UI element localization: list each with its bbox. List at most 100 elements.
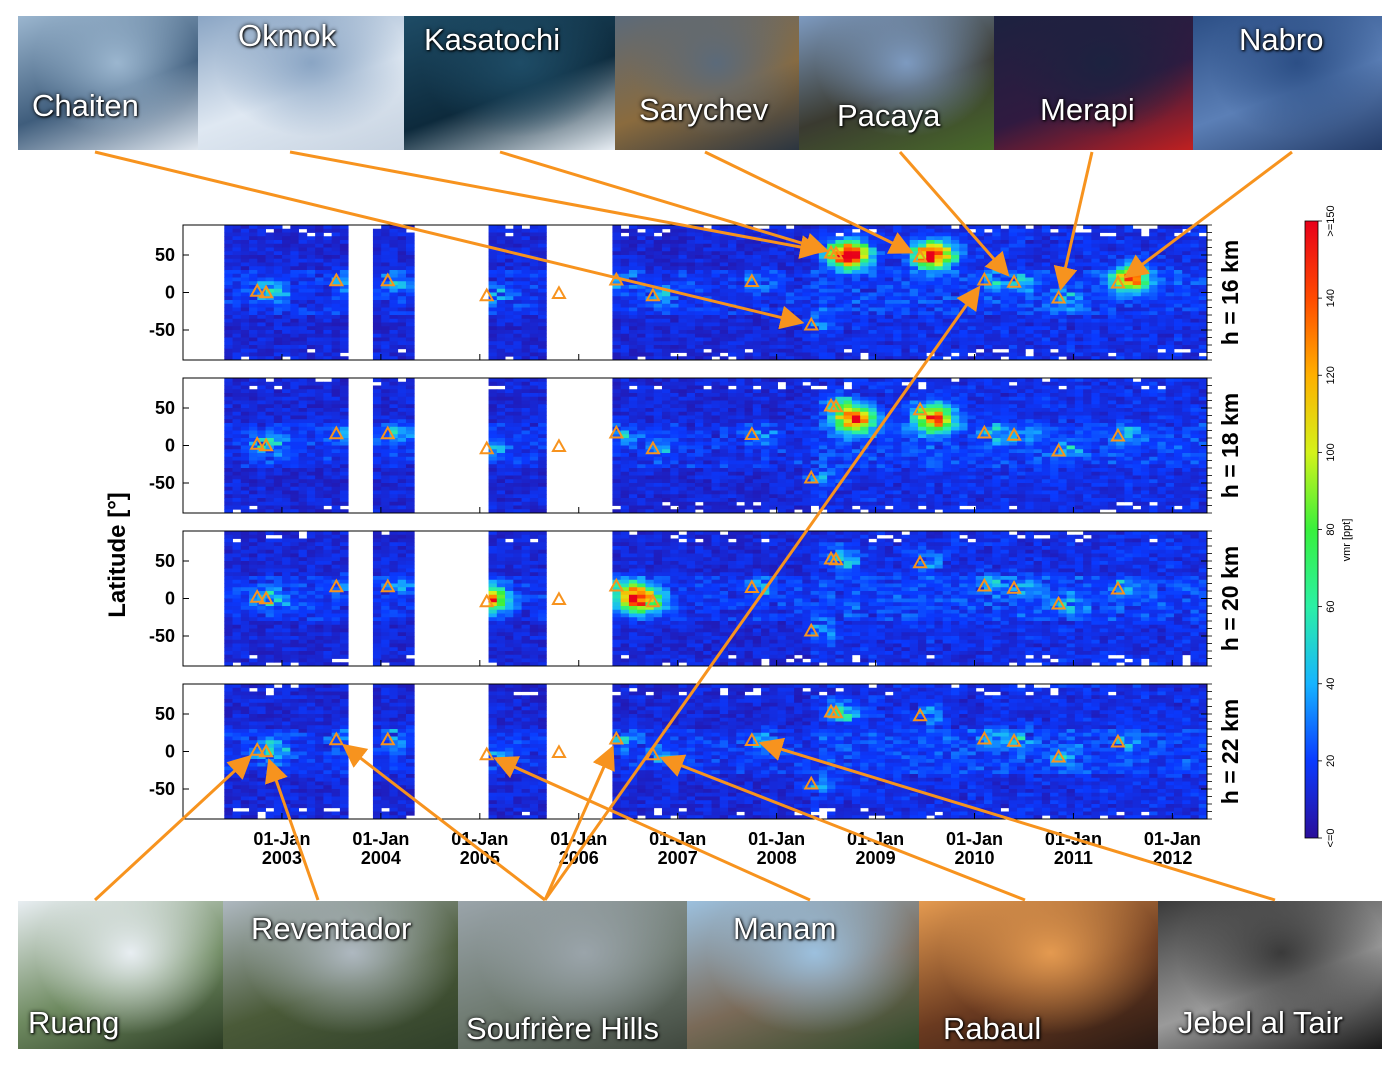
heatmap-cell [686,307,696,312]
heatmap-cell [372,378,382,383]
heatmap-cell [686,475,696,480]
heatmap-cell [1107,236,1117,241]
heatmap-cell [232,479,242,484]
heatmap-cell [1074,266,1084,271]
heatmap-cell [761,288,770,293]
heatmap-cell [265,311,275,316]
heatmap-cell [628,292,638,297]
heatmap-cell [1050,262,1059,267]
heatmap-cell [240,456,250,461]
heatmap-cell [728,236,737,241]
heatmap-cell [744,318,754,323]
heatmap-cell [505,348,514,353]
heatmap-cell [736,311,745,316]
heatmap-cell [521,471,531,476]
heatmap-cell [257,356,266,361]
heatmap-cell [703,505,712,510]
heatmap-cell [538,240,547,245]
heatmap-cell [637,393,646,398]
heatmap-cell [678,251,688,256]
heatmap-cell [653,453,663,458]
heatmap-cell [695,393,704,398]
heatmap-cell [232,251,242,256]
heatmap-cell [1198,258,1208,263]
heatmap-cell [257,258,266,263]
heatmap-cell [282,426,291,431]
heatmap-cell [505,389,514,394]
heatmap-cell [984,352,993,357]
heatmap-cell [505,501,514,506]
heatmap-cell [1157,292,1167,297]
heatmap-cell [719,426,729,431]
heatmap-cell [1132,307,1142,312]
heatmap-cell [711,326,721,331]
heatmap-cell [984,315,993,320]
heatmap-cell [794,273,803,278]
heatmap-cell [315,434,324,439]
heatmap-cell [1190,292,1200,297]
photo-label: Jebel al Tair [1178,1005,1343,1040]
heatmap-cell [876,266,886,271]
heatmap-cell [257,255,266,260]
heatmap-cell [942,266,952,271]
heatmap-cell [637,460,646,465]
heatmap-cell [670,292,679,297]
heatmap-cell [1173,333,1183,338]
heatmap-cell [1149,247,1158,252]
heatmap-cell [628,396,638,401]
heatmap-cell [240,341,250,346]
heatmap-cell [224,296,233,301]
heatmap-cell [224,240,233,245]
heatmap-cell [282,441,291,446]
heatmap-cell [769,356,778,361]
heatmap-cell [1017,333,1026,338]
heatmap-cell [752,262,762,267]
heatmap-cell [282,445,291,450]
heatmap-cell [620,300,630,305]
heatmap-cell [637,307,646,312]
heatmap-cell [1140,281,1150,286]
heatmap-cell [628,505,638,510]
heatmap-cell [1124,262,1134,267]
heatmap-cell [992,281,1001,286]
heatmap-cell [496,419,506,424]
heatmap-cell [1124,348,1134,353]
heatmap-cell [653,240,663,245]
heatmap-cell [1173,243,1183,248]
heatmap-cell [1074,247,1084,252]
heatmap-cell [273,326,283,331]
heatmap-cell [818,318,828,323]
heatmap-cell [1116,322,1125,327]
heatmap-cell [1025,345,1034,350]
heatmap-cell [513,236,522,241]
heatmap-cell [1116,300,1125,305]
heatmap-cell [521,505,531,510]
heatmap-cell [397,300,407,305]
heatmap-cell [1149,300,1158,305]
heatmap-cell [1140,300,1150,305]
heatmap-cell [645,430,655,435]
heatmap-cell [505,441,514,446]
heatmap-cell [876,270,886,275]
heatmap-cell [1132,330,1142,335]
heatmap-cell [868,243,878,248]
heatmap-cell [505,430,514,435]
heatmap-cell [1099,315,1109,320]
heatmap-cell [884,258,894,263]
heatmap-cell [686,345,696,350]
heatmap-cell [505,509,514,514]
heatmap-cell [686,408,696,413]
heatmap-cell [529,393,539,398]
heatmap-cell [612,228,622,233]
heatmap-cell [785,228,795,233]
heatmap-cell [637,430,646,435]
heatmap-cell [397,341,407,346]
heatmap-cell [719,232,729,237]
heatmap-cell [1041,232,1051,237]
heatmap-cell [290,385,300,390]
heatmap-cell [529,471,539,476]
heatmap-cell [339,460,349,465]
heatmap-cell [405,277,415,282]
heatmap-cell [1017,228,1026,233]
heatmap-cell [315,453,324,458]
